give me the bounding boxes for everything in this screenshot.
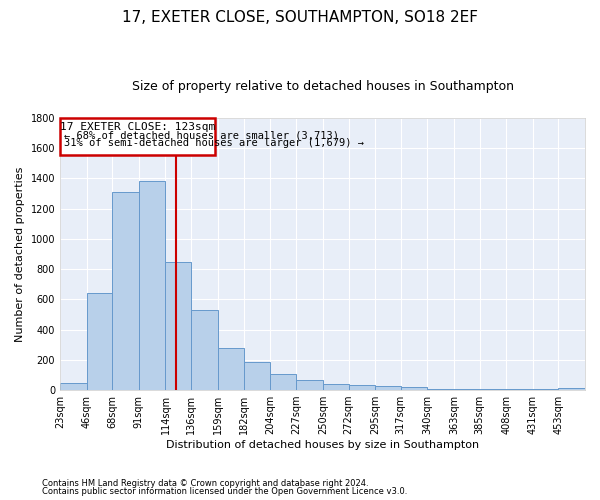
Text: Contains public sector information licensed under the Open Government Licence v3: Contains public sector information licen… [42, 487, 407, 496]
Bar [112, 192, 139, 390]
Bar [323, 384, 349, 390]
X-axis label: Distribution of detached houses by size in Southampton: Distribution of detached houses by size … [166, 440, 479, 450]
Title: Size of property relative to detached houses in Southampton: Size of property relative to detached ho… [131, 80, 514, 93]
Bar [401, 387, 427, 390]
Bar [375, 386, 401, 390]
Bar [139, 182, 166, 390]
Text: 17 EXETER CLOSE: 123sqm: 17 EXETER CLOSE: 123sqm [60, 122, 215, 132]
Bar [191, 310, 218, 390]
Bar [349, 385, 375, 390]
Bar [454, 388, 479, 390]
Text: 31% of semi-detached houses are larger (1,679) →: 31% of semi-detached houses are larger (… [64, 138, 364, 148]
Text: ← 68% of detached houses are smaller (3,713): ← 68% of detached houses are smaller (3,… [64, 130, 338, 140]
Text: 17, EXETER CLOSE, SOUTHAMPTON, SO18 2EF: 17, EXETER CLOSE, SOUTHAMPTON, SO18 2EF [122, 10, 478, 25]
Bar [427, 388, 454, 390]
Bar [270, 374, 296, 390]
Bar [166, 262, 191, 390]
Text: Contains HM Land Registry data © Crown copyright and database right 2024.: Contains HM Land Registry data © Crown c… [42, 478, 368, 488]
Y-axis label: Number of detached properties: Number of detached properties [15, 166, 25, 342]
Bar [60, 382, 86, 390]
Bar [60, 118, 215, 155]
Bar [86, 292, 112, 390]
Bar [244, 362, 270, 390]
Bar [479, 388, 506, 390]
Bar [559, 388, 585, 390]
Bar [218, 348, 244, 390]
Bar [296, 380, 323, 390]
